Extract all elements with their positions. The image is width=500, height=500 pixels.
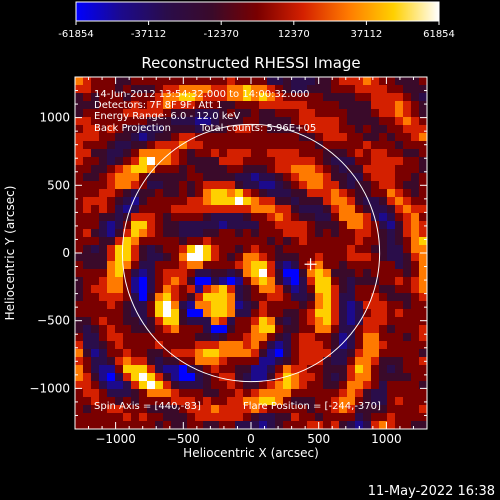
solar-limb-circle [121,123,381,383]
footer-timestamp: 11-May-2022 16:38 [368,484,495,499]
colorbar-tick-label: -61854 [58,29,93,40]
info-line-energy: Energy Range: 6.0 - 12.0 keV [94,111,240,122]
y-tick-label: 1000 [39,111,70,125]
y-tick-label: −500 [37,314,70,328]
info-line-detectors: Detectors: 7F 8F 9F, Att 1 [94,100,222,111]
colorbar-tick-label: 61854 [423,29,455,40]
colorbar-tick-label: 12370 [278,29,310,40]
flare-position-label: Flare Position = [-244,-370] [243,401,381,412]
colorbar-ticks: -61854 -37112 -12370 12370 37112 61854 [58,21,455,40]
x-tick-label: 500 [307,432,330,446]
spin-axis-label: Spin Axis = [440,-83] [94,401,201,412]
colorbar-tick-label: -12370 [203,29,238,40]
y-tick-label: −1000 [29,381,70,395]
colorbar-tick-label: -37112 [131,29,166,40]
x-tick-label: 0 [247,432,255,446]
x-tick-label: −500 [167,432,200,446]
info-total-counts: Total counts: 5.96E+05 [199,123,316,134]
y-tick-label: 500 [47,178,70,192]
y-tick-label: 0 [62,246,70,260]
colorbar-tick-label: 37112 [350,29,382,40]
colorbar [75,1,440,22]
y-axis-label: Heliocentric Y (arcsec) [3,186,17,321]
info-line-method: Back Projection [94,123,171,134]
x-tick-label: 1000 [371,432,402,446]
info-line-time: 14-Jun-2012 13:54:32.000 to 14:00:32.000 [94,89,310,100]
heatmap-image [75,77,427,429]
axis-ticks: −1000 −500 0 500 1000 −1000 −500 0 500 1000 [29,77,427,446]
chart-title: Reconstructed RHESSI Image [141,54,360,72]
x-tick-label: −1000 [95,432,136,446]
spin-axis-marker [304,258,317,271]
x-axis-label: Heliocentric X (arcsec) [183,446,319,460]
